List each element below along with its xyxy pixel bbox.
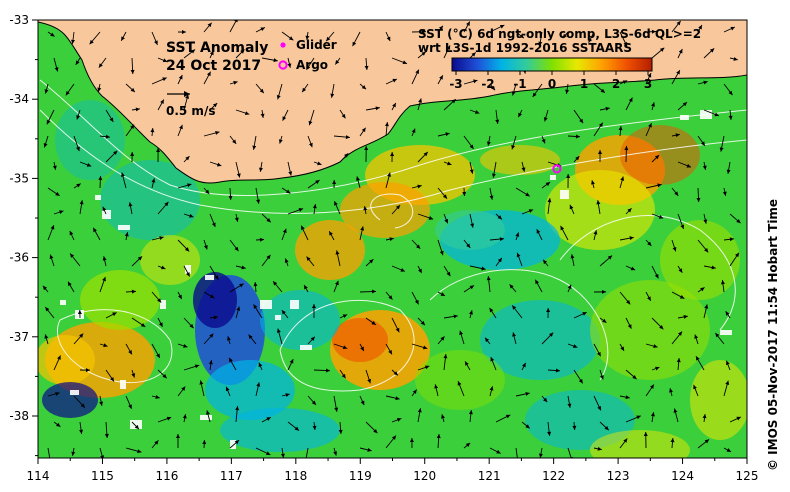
latitude-tick-label: -33 <box>9 13 29 27</box>
argo-legend-icon <box>278 60 288 70</box>
latitude-tick-label: -36 <box>9 251 29 265</box>
velocity-scale-arrow <box>167 91 190 97</box>
colorbar-tick-label: 1 <box>580 77 588 91</box>
colorbar-title-line2: wrt L3S-1d 1992-2016 SSTAARS <box>418 41 632 55</box>
longitude-tick-label: 120 <box>413 469 436 483</box>
colorbar-tick-label: -1 <box>513 77 526 91</box>
longitude-tick-label: 117 <box>220 469 243 483</box>
longitude-tick-label: 124 <box>671 469 694 483</box>
colorbar-tick-label: -3 <box>449 77 462 91</box>
map-title-line2: 24 Oct 2017 <box>166 58 261 74</box>
longitude-tick-label: 122 <box>542 469 565 483</box>
longitude-tick-label: 118 <box>284 469 307 483</box>
colorbar-ticks: -3 -2 -1 0 1 2 3 <box>449 71 652 91</box>
velocity-scale-label: 0.5 m/s <box>166 104 215 118</box>
glider-legend-icon <box>280 42 286 48</box>
sst-anomaly-field <box>38 100 747 458</box>
map-title-line1: SST Anomaly <box>166 40 268 56</box>
colorbar <box>451 57 653 72</box>
glider-legend-label: Glider <box>296 38 337 52</box>
longitude-tick-label: 123 <box>607 469 630 483</box>
colorbar-tick-label: 3 <box>644 77 652 91</box>
longitude-tick-label: 125 <box>736 469 759 483</box>
longitude-tick-label: 116 <box>155 469 178 483</box>
longitude-tick-label: 115 <box>91 469 114 483</box>
longitude-tick-label: 119 <box>349 469 372 483</box>
latitude-tick-label: -38 <box>9 409 29 423</box>
argo-legend-label: Argo <box>296 58 328 72</box>
latitude-axis: -33 -34 -35 -36 -37 -38 <box>9 13 38 457</box>
latitude-tick-label: -35 <box>9 171 29 185</box>
argo-float-marker <box>552 164 562 174</box>
latitude-tick-label: -37 <box>9 330 29 344</box>
latitude-tick-label: -34 <box>9 92 29 106</box>
longitude-tick-label: 114 <box>27 469 50 483</box>
colorbar-tick-label: 0 <box>548 77 556 91</box>
credit-text: © IMOS 05-Nov-2017 11:54 Hobart Time <box>766 198 780 471</box>
colorbar-title-line1: SST (°C) 6d ngt-only comp, L3S-6d QL>=2 <box>418 27 701 41</box>
sea-level-contours <box>39 79 747 392</box>
colorbar-tick-label: 2 <box>612 77 620 91</box>
surface-current-arrows <box>42 20 742 458</box>
colorbar-tick-label: -2 <box>481 77 494 91</box>
longitude-tick-label: 121 <box>478 469 501 483</box>
longitude-axis: 114 115 116 117 118 119 120 121 122 123 124 125 <box>27 458 759 483</box>
